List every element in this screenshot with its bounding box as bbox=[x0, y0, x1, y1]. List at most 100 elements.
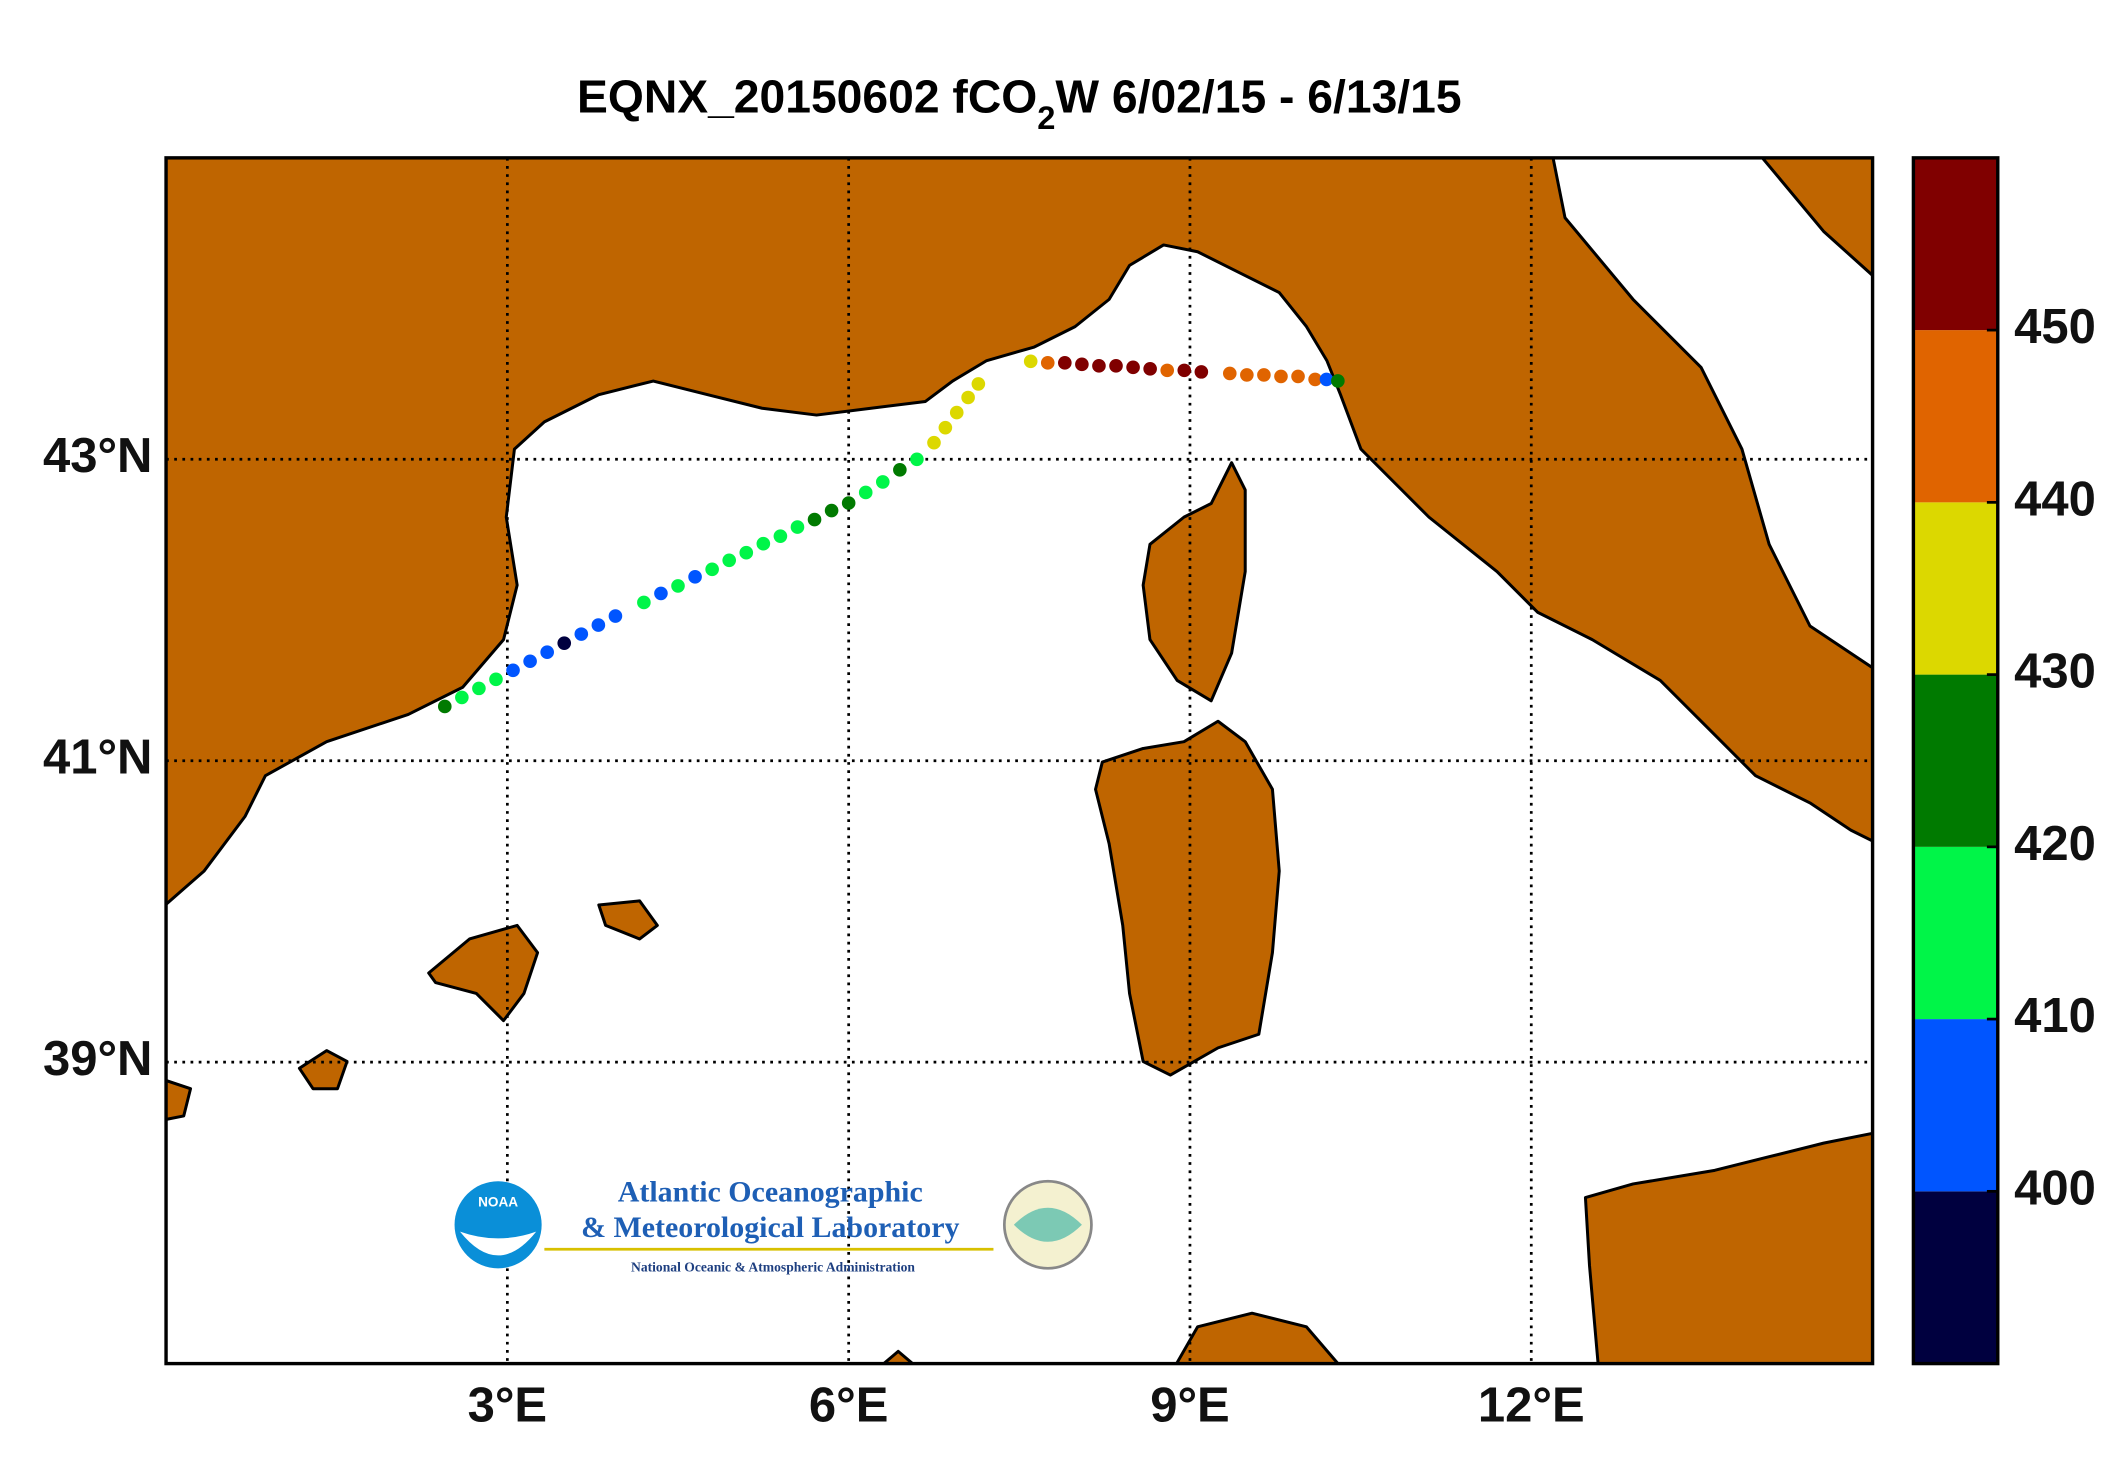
track-point bbox=[790, 520, 805, 534]
spain-south bbox=[166, 1078, 193, 1121]
title-main: EQNX_20150602 fCO bbox=[577, 71, 1037, 123]
track-point bbox=[1222, 366, 1237, 381]
track-point bbox=[1092, 359, 1106, 373]
track-point bbox=[489, 672, 503, 687]
track-point bbox=[1240, 368, 1254, 382]
colorbar-tick-label: 450 bbox=[2014, 300, 2096, 354]
track-point bbox=[875, 475, 890, 489]
y-tick-label: 39°N bbox=[43, 1032, 152, 1086]
track-point bbox=[1160, 363, 1175, 378]
track-point bbox=[1274, 369, 1288, 384]
colorbar bbox=[1913, 157, 1998, 1364]
track-point bbox=[841, 496, 856, 510]
track-point bbox=[671, 579, 685, 593]
track-point bbox=[807, 512, 822, 527]
colorbar-band bbox=[1913, 674, 1998, 847]
mallorca bbox=[427, 923, 540, 1023]
colorbar-tick-label: 430 bbox=[2014, 645, 2096, 699]
track-point bbox=[949, 405, 964, 420]
logo-line: & Meteorological Laboratory bbox=[581, 1211, 959, 1244]
track-point bbox=[722, 553, 737, 568]
track-point bbox=[1109, 359, 1123, 373]
track-point bbox=[971, 377, 986, 391]
map-frame bbox=[164, 156, 1875, 1366]
logo: NOAA Atlantic Oceanographic & Meteorolog… bbox=[454, 1176, 1093, 1274]
ibiza bbox=[297, 1049, 349, 1091]
track-point bbox=[540, 645, 554, 660]
track-point bbox=[705, 562, 719, 577]
x-tick-label: 6°E bbox=[809, 1378, 889, 1432]
track-point bbox=[1143, 362, 1157, 376]
track-point bbox=[1177, 363, 1192, 378]
colorbar-tick-label: 400 bbox=[2014, 1161, 2096, 1215]
balkans bbox=[1760, 157, 1873, 278]
colorbar-tick-label: 420 bbox=[2014, 817, 2096, 871]
track-point bbox=[523, 654, 537, 669]
track-point bbox=[637, 595, 651, 610]
track-point bbox=[1308, 372, 1322, 387]
y-tick-label: 41°N bbox=[43, 731, 152, 785]
track bbox=[437, 354, 1345, 714]
track-point bbox=[756, 536, 771, 551]
corsica bbox=[1141, 461, 1247, 703]
y-tick-label: 43°N bbox=[43, 429, 152, 483]
grid bbox=[166, 157, 1873, 1364]
logo-line: National Oceanic & Atmospheric Administr… bbox=[631, 1259, 915, 1274]
track-point bbox=[893, 463, 907, 477]
noaa-bird bbox=[459, 1231, 537, 1256]
track-point bbox=[608, 609, 623, 623]
track-point bbox=[1126, 360, 1140, 375]
track-point bbox=[1319, 372, 1334, 387]
colorbar-frame bbox=[1911, 156, 2000, 1366]
track-point bbox=[824, 503, 839, 518]
colorbar-band bbox=[1913, 502, 1998, 675]
title-rest: W 6/02/15 - 6/13/15 bbox=[1055, 71, 1461, 123]
track-point bbox=[938, 420, 953, 435]
colorbar-tick-label: 410 bbox=[2014, 989, 2096, 1043]
x-tick-label: 3°E bbox=[468, 1378, 548, 1432]
x-tick-label: 9°E bbox=[1150, 1378, 1230, 1432]
land bbox=[166, 157, 1873, 1364]
track-point bbox=[739, 545, 754, 560]
track-point bbox=[557, 636, 572, 650]
track-point bbox=[506, 663, 520, 678]
colorbar-band bbox=[1913, 330, 1998, 503]
track-point bbox=[1194, 365, 1209, 379]
track-point bbox=[574, 627, 589, 641]
x-tick-label: 12°E bbox=[1478, 1378, 1585, 1432]
track-point bbox=[1040, 356, 1055, 370]
track-point bbox=[961, 390, 975, 405]
title-subscript: 2 bbox=[1037, 98, 1055, 135]
track-point bbox=[1257, 368, 1271, 382]
sicily bbox=[1583, 1131, 1873, 1364]
colorbar-band bbox=[1913, 1191, 1998, 1364]
track-point bbox=[688, 570, 702, 584]
track-point bbox=[910, 452, 924, 467]
track-point bbox=[1331, 374, 1345, 388]
tunisia bbox=[1174, 1311, 1340, 1364]
track-point bbox=[455, 690, 469, 705]
colorbar-band bbox=[1913, 846, 1998, 1020]
track-point bbox=[437, 699, 452, 714]
track-point bbox=[773, 529, 788, 543]
track-point bbox=[472, 681, 486, 696]
track-point bbox=[1075, 357, 1089, 372]
track-point bbox=[858, 485, 873, 500]
track-point bbox=[1023, 354, 1038, 369]
track-point bbox=[654, 586, 668, 601]
track-point bbox=[591, 618, 606, 632]
colorbar-band bbox=[1913, 157, 1998, 331]
menorca bbox=[597, 899, 659, 941]
sardinia bbox=[1094, 719, 1281, 1077]
track-point bbox=[927, 435, 941, 450]
logo-line: Atlantic Oceanographic bbox=[618, 1176, 923, 1209]
map-title: EQNX_20150602 fCO2W 6/02/15 - 6/13/15 bbox=[577, 71, 1462, 135]
colorbar-band bbox=[1913, 1019, 1998, 1192]
track-point bbox=[1291, 369, 1305, 384]
track-point bbox=[1058, 356, 1072, 370]
mainland bbox=[166, 157, 1873, 907]
colorbar-tick-label: 440 bbox=[2014, 472, 2096, 526]
aoml-seal-wave bbox=[1013, 1207, 1082, 1242]
noaa-badge: NOAA bbox=[478, 1195, 518, 1210]
